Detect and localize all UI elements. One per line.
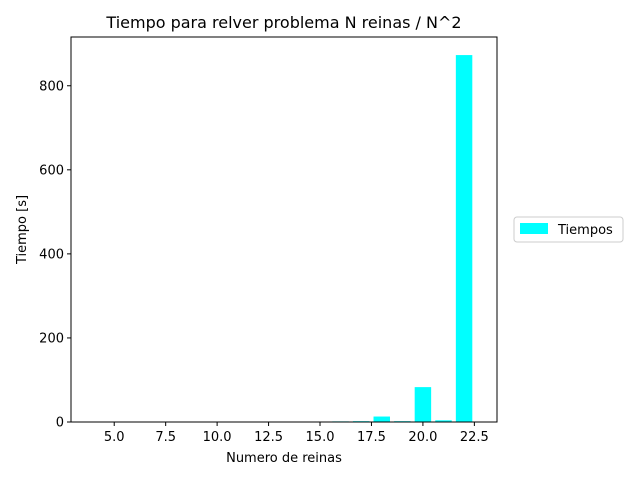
bar-18 (373, 416, 390, 422)
plot-frame (70, 36, 498, 423)
x-tick-label: 10.0 (203, 430, 232, 445)
y-tick-label: 200 (39, 331, 64, 346)
legend: Tiempos (513, 216, 624, 243)
y-tick-label: 800 (39, 79, 64, 94)
bar-22 (455, 55, 473, 422)
x-tick-label: 15.0 (306, 430, 335, 445)
x-tick-label: 17.5 (357, 430, 386, 445)
x-tick-label: 22.5 (460, 430, 489, 445)
x-tick-label: 12.5 (254, 430, 283, 445)
x-tick-label: 7.5 (155, 430, 176, 445)
legend-label: Tiempos (557, 223, 613, 238)
bar-20 (414, 387, 432, 422)
bars-group (250, 55, 473, 422)
y-tick-label: 600 (39, 163, 64, 178)
x-tick-label: 5.0 (104, 430, 125, 445)
bar-21 (435, 420, 452, 422)
y-tick-label: 0 (56, 416, 64, 431)
y-tick-label: 400 (39, 247, 64, 262)
x-axis-title: Numero de reinas (226, 451, 342, 466)
y-axis-ticks: 0 200 400 600 800 (39, 79, 71, 431)
x-axis-ticks: 5.0 7.5 10.0 12.5 15.0 17.5 20.0 22.5 (104, 422, 489, 445)
x-tick-label: 20.0 (408, 430, 437, 445)
y-axis-title: Tiempo [s] (15, 195, 30, 265)
chart-title: Tiempo para relver problema N reinas / N… (105, 13, 461, 32)
legend-swatch (520, 223, 548, 234)
